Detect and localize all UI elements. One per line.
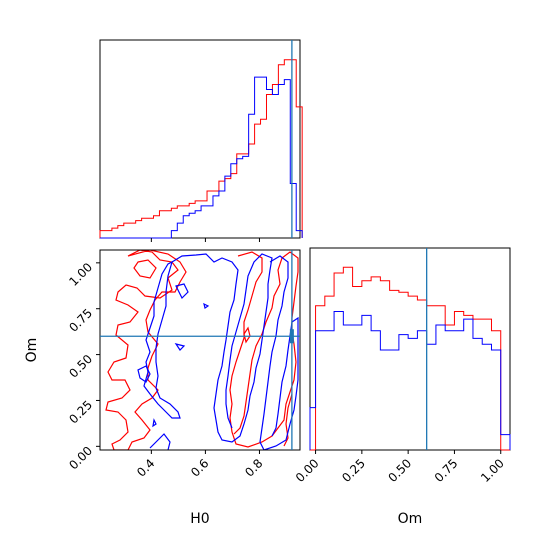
om-marginal-panel: 0.00 0.25 0.50 0.75 1.00 Om: [293, 247, 511, 527]
om-marginal-xtick-label: 0.50: [385, 456, 414, 485]
om-marginal-xtick-label: 0.75: [432, 456, 461, 485]
om-marginal-xtick-label: 1.00: [478, 456, 507, 485]
red-contour-small: [243, 326, 251, 344]
joint-xlabel: H0: [190, 511, 209, 527]
blue-contour-right: [259, 255, 299, 450]
blue-contour-dot: [203, 302, 210, 309]
joint-xtick-label: 0.8: [242, 456, 265, 479]
red-contour-right-2: [283, 393, 293, 447]
blue-contour-outer: [171, 253, 273, 443]
om-marginal-xtick-label: 0.00: [293, 456, 322, 485]
blue-contour-small-2: [174, 343, 186, 351]
blue-contour-bottom: [149, 433, 171, 450]
joint-ylabel: Om: [24, 338, 40, 363]
om-xlabel: Om: [398, 511, 423, 527]
joint-truth-marker: [289, 329, 294, 344]
joint-contours-blue: [137, 253, 299, 450]
joint-ytick-label: 0.50: [66, 352, 95, 381]
red-contour-inner: [133, 259, 157, 279]
om-marginal-xtick-label: 0.25: [339, 456, 368, 485]
joint-ytick-label: 0.25: [66, 398, 95, 427]
blue-contour-small-3: [152, 418, 157, 428]
blue-contour-left: [143, 260, 181, 419]
red-contour-left: [105, 250, 187, 450]
red-contour-right: [229, 251, 299, 448]
joint-frame: [99, 249, 301, 451]
h0-marginal-series: [99, 59, 303, 239]
joint-ytick-label: 1.00: [66, 260, 95, 289]
joint-panel: 0.4 0.6 0.8 0.00 0.25 0.50 0.75 1.00 H0 Om: [24, 249, 301, 527]
om-marginal-ticks: 0.00 0.25 0.50 0.75 1.00: [293, 450, 507, 485]
joint-contours: [105, 250, 299, 450]
h0-marginal-ticks: [150, 238, 260, 242]
om-marginal-series: [309, 266, 511, 451]
joint-ytick-label: 0.75: [66, 306, 95, 335]
h0-marginal-frame: [99, 39, 301, 239]
joint-xtick-label: 0.4: [134, 456, 157, 479]
joint-ytick-label: 0.00: [66, 444, 95, 473]
om-marginal-frame: [309, 247, 511, 451]
blue-contour-small-1: [175, 283, 189, 300]
h0-marginal-panel: [99, 39, 303, 242]
h0-marginal-series-blue: [100, 76, 303, 239]
joint-contours-red: [105, 250, 299, 450]
blue-contour-lower-left: [137, 365, 151, 383]
om-marginal-series-red: [310, 266, 510, 451]
om-marginal-series-blue: [309, 310, 511, 450]
joint-xtick-label: 0.6: [188, 456, 211, 479]
